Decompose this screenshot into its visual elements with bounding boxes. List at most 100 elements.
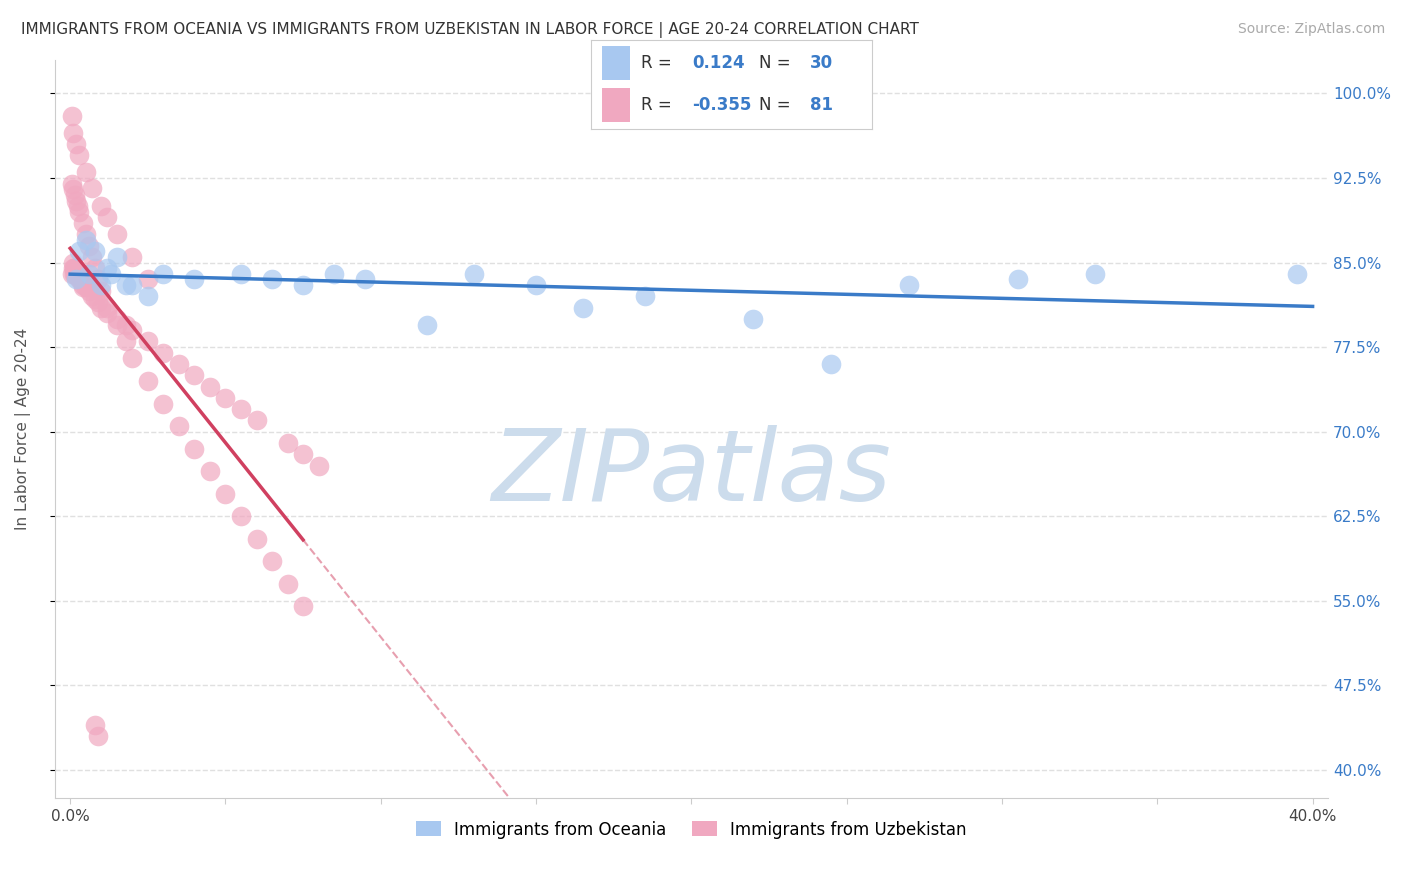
Point xyxy=(105,312,128,326)
Point xyxy=(121,351,143,366)
Point xyxy=(245,413,267,427)
Point xyxy=(229,402,252,417)
Point xyxy=(77,284,100,298)
Point xyxy=(96,211,118,225)
Point xyxy=(60,177,83,191)
Text: N =: N = xyxy=(759,96,790,114)
Point xyxy=(72,280,94,294)
Point xyxy=(820,357,842,371)
Point xyxy=(60,267,83,281)
Point xyxy=(67,269,90,284)
Point xyxy=(277,577,299,591)
Point xyxy=(63,188,86,202)
Point xyxy=(136,374,159,388)
Point xyxy=(75,165,97,179)
Point xyxy=(77,267,100,281)
Point xyxy=(229,509,252,524)
Point xyxy=(84,244,107,259)
Point xyxy=(354,272,377,286)
Point xyxy=(90,301,112,315)
Text: -0.355: -0.355 xyxy=(692,96,751,114)
Text: ZIPatlas: ZIPatlas xyxy=(492,425,891,522)
Point xyxy=(152,267,174,281)
Text: 81: 81 xyxy=(810,96,832,114)
Point xyxy=(115,318,138,332)
Point xyxy=(214,391,236,405)
Point xyxy=(63,267,86,281)
Point xyxy=(87,729,110,743)
Y-axis label: In Labor Force | Age 20-24: In Labor Force | Age 20-24 xyxy=(15,327,31,530)
Point xyxy=(1007,272,1029,286)
Point xyxy=(121,250,143,264)
Point xyxy=(62,182,84,196)
Point xyxy=(742,312,765,326)
Point xyxy=(634,289,657,303)
Point xyxy=(152,345,174,359)
Text: 0.124: 0.124 xyxy=(692,54,744,72)
Point xyxy=(121,323,143,337)
Point xyxy=(66,199,89,213)
Point xyxy=(897,278,920,293)
Point xyxy=(416,318,439,332)
Point xyxy=(90,284,112,298)
Point xyxy=(183,368,205,383)
Point xyxy=(69,204,91,219)
Point xyxy=(198,379,221,393)
Point xyxy=(136,272,159,286)
Point xyxy=(292,447,315,461)
Point xyxy=(167,357,190,371)
Text: 30: 30 xyxy=(810,54,832,72)
Point xyxy=(463,267,485,281)
Point xyxy=(62,261,84,276)
Point xyxy=(66,267,89,281)
Point xyxy=(292,278,315,293)
Point xyxy=(65,267,87,281)
Point xyxy=(66,267,89,281)
Text: IMMIGRANTS FROM OCEANIA VS IMMIGRANTS FROM UZBEKISTAN IN LABOR FORCE | AGE 20-24: IMMIGRANTS FROM OCEANIA VS IMMIGRANTS FR… xyxy=(21,22,920,38)
Point xyxy=(292,599,315,614)
Point xyxy=(84,292,107,306)
Point xyxy=(69,148,91,162)
Text: Source: ZipAtlas.com: Source: ZipAtlas.com xyxy=(1237,22,1385,37)
Point xyxy=(75,280,97,294)
Point xyxy=(84,718,107,732)
Point xyxy=(100,267,122,281)
Point xyxy=(65,267,87,281)
Point xyxy=(245,532,267,546)
Point xyxy=(136,289,159,303)
Point xyxy=(80,289,103,303)
Point xyxy=(72,278,94,293)
Point xyxy=(115,334,138,349)
Point xyxy=(524,278,547,293)
Point xyxy=(260,554,283,568)
Point xyxy=(308,458,330,473)
Point xyxy=(63,261,86,276)
Point xyxy=(105,250,128,264)
Point xyxy=(96,306,118,320)
Point xyxy=(72,216,94,230)
Point xyxy=(136,334,159,349)
Point xyxy=(80,250,103,264)
FancyBboxPatch shape xyxy=(602,88,630,122)
Point xyxy=(152,396,174,410)
Point xyxy=(62,255,84,269)
Point xyxy=(87,272,110,286)
Point xyxy=(87,295,110,310)
Point xyxy=(214,486,236,500)
Point xyxy=(90,199,112,213)
Point xyxy=(105,227,128,242)
Point xyxy=(115,278,138,293)
Point xyxy=(90,278,112,293)
Point xyxy=(323,267,346,281)
Point xyxy=(60,109,83,123)
Point xyxy=(75,227,97,242)
Point xyxy=(105,318,128,332)
Point xyxy=(84,261,107,276)
Text: N =: N = xyxy=(759,54,790,72)
Text: R =: R = xyxy=(641,96,678,114)
Point xyxy=(198,464,221,478)
Point xyxy=(75,233,97,247)
Point xyxy=(69,272,91,286)
Point xyxy=(70,272,93,286)
Point xyxy=(69,244,91,259)
